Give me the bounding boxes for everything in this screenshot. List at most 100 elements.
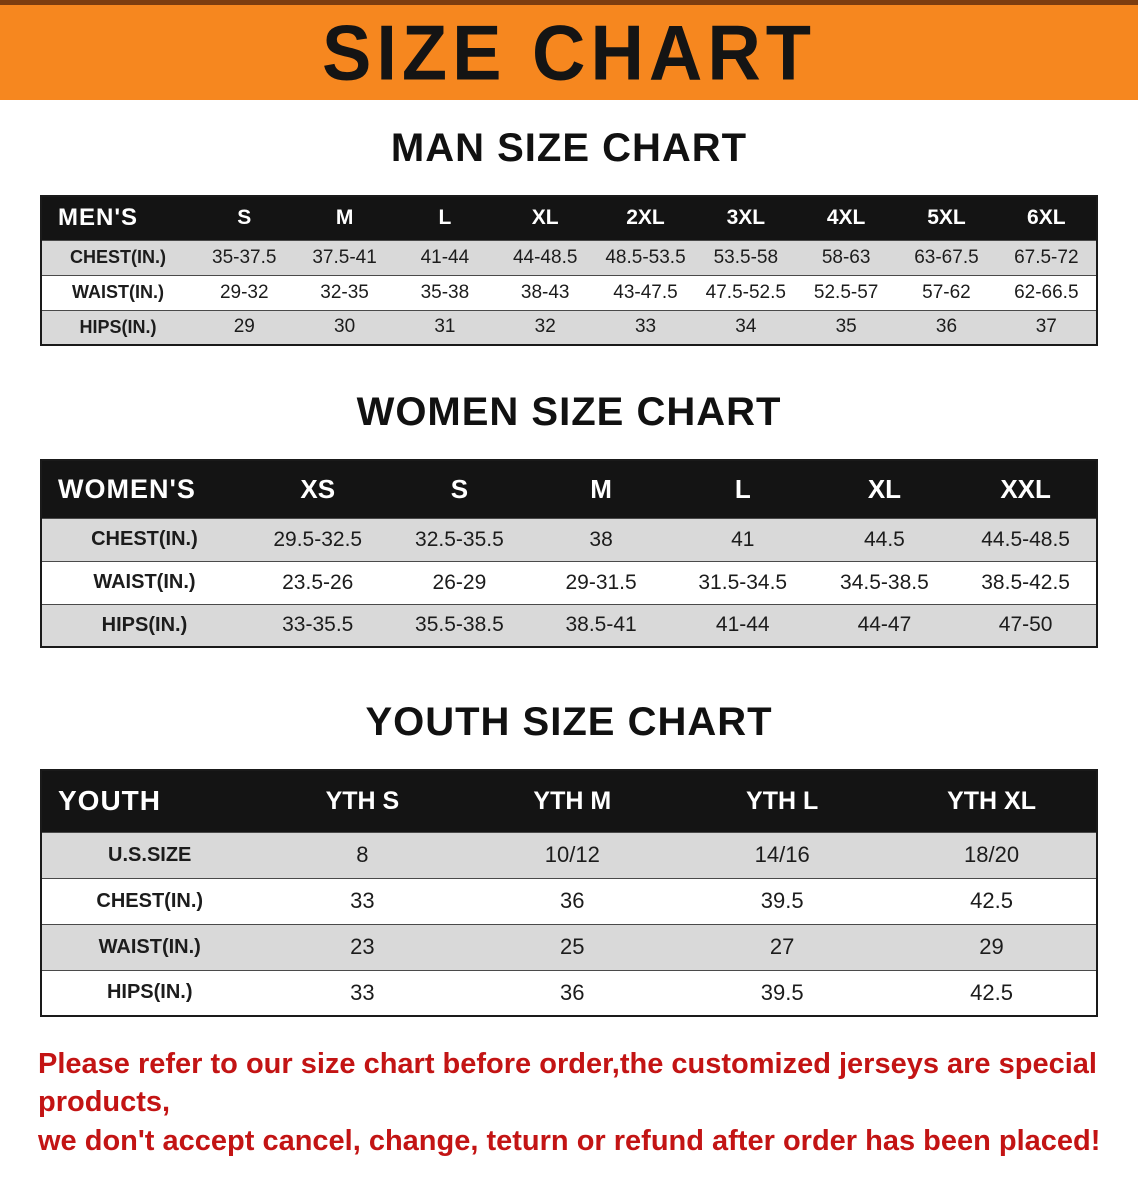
measurement-row: CHEST(IN.) 29.5-32.5 32.5-35.5 38 41 44.5 44.5… bbox=[41, 518, 1097, 561]
measurement-row: WAIST(IN.) 23 25 27 29 bbox=[41, 924, 1097, 970]
size-column-header: XL bbox=[867, 473, 902, 504]
size-column-header: 6XL bbox=[1027, 206, 1066, 230]
measurement-value: 29 bbox=[233, 316, 255, 338]
size-column-header: 4XL bbox=[826, 206, 866, 230]
measurement-value: 41-44 bbox=[420, 246, 470, 268]
measurement-value: 31 bbox=[434, 316, 456, 338]
measurement-value: 36 bbox=[560, 979, 585, 1005]
measurement-value: 52.5-57 bbox=[813, 281, 879, 303]
measurement-value: 44.5-48.5 bbox=[981, 527, 1070, 551]
measurement-value: 33-35.5 bbox=[282, 613, 354, 637]
measurement-value: 38-43 bbox=[520, 281, 570, 303]
men-size-section: MAN SIZE CHART MEN'S S M L XL 2XL 3XL 4XL 5XL 6XL… bbox=[0, 126, 1138, 346]
measurement-label: WAIST(IN.) bbox=[93, 571, 196, 593]
measurement-value: 44.5 bbox=[863, 527, 905, 551]
measurement-value: 44-48.5 bbox=[512, 246, 578, 268]
men-size-table: MEN'S S M L XL 2XL 3XL 4XL 5XL 6XL CHEST(IN.) 35-37… bbox=[40, 195, 1098, 346]
policy-note-line-2: we don't accept cancel, change, teturn o… bbox=[38, 1124, 1101, 1157]
measurement-value: 36 bbox=[560, 888, 585, 913]
measurement-value: 44-47 bbox=[857, 613, 912, 637]
banner: SIZE CHART bbox=[0, 0, 1138, 100]
measurement-value: 53.5-58 bbox=[713, 246, 779, 268]
measurement-value: 27 bbox=[769, 934, 795, 959]
size-column-header: L bbox=[438, 206, 452, 230]
measurement-value: 48.5-53.5 bbox=[605, 246, 686, 268]
measurement-value: 23.5-26 bbox=[282, 570, 354, 594]
table-header-row: WOMEN'S XS S M L XL XXL bbox=[41, 460, 1097, 518]
measurement-value: 35-38 bbox=[420, 281, 470, 303]
size-column-header: XL bbox=[531, 206, 559, 230]
measurement-value: 67.5-72 bbox=[1014, 246, 1079, 268]
size-column-header: S bbox=[237, 206, 252, 230]
measurement-label: WAIST(IN.) bbox=[72, 282, 165, 302]
table-header-row: MEN'S S M L XL 2XL 3XL 4XL 5XL 6XL bbox=[41, 196, 1097, 240]
measurement-row: HIPS(IN.) 29 30 31 32 33 34 35 36 37 bbox=[41, 310, 1097, 345]
measurement-row: HIPS(IN.) 33 36 39.5 42.5 bbox=[41, 970, 1097, 1016]
measurement-label: HIPS(IN.) bbox=[79, 316, 157, 337]
measurement-value: 36 bbox=[935, 316, 958, 338]
measurement-value: 32.5-35.5 bbox=[415, 527, 504, 551]
size-column-header: 3XL bbox=[726, 206, 766, 230]
measurement-value: 18/20 bbox=[964, 842, 1020, 867]
measurement-label: HIPS(IN.) bbox=[101, 613, 188, 636]
women-size-table: WOMEN'S XS S M L XL XXL CHEST(IN.) 29.5-32.5 32.5… bbox=[40, 459, 1098, 648]
table-category-label: WOMEN'S bbox=[58, 473, 196, 504]
order-policy-note: Please refer to our size chart before or… bbox=[0, 1045, 1138, 1184]
measurement-value: 58-63 bbox=[821, 246, 871, 268]
measurement-value: 62-66.5 bbox=[1014, 281, 1079, 303]
measurement-value: 47.5-52.5 bbox=[705, 281, 786, 303]
men-chart-heading: MAN SIZE CHART bbox=[390, 126, 748, 170]
measurement-value: 29-31.5 bbox=[565, 570, 637, 594]
measurement-value: 47-50 bbox=[998, 613, 1053, 637]
table-category-label: YOUTH bbox=[58, 785, 161, 817]
measurement-value: 35.5-38.5 bbox=[415, 613, 504, 637]
measurement-value: 37.5-41 bbox=[312, 246, 377, 268]
measurement-value: 38.5-41 bbox=[565, 613, 637, 637]
measurement-value: 42.5 bbox=[970, 979, 1013, 1005]
youth-chart-heading: YOUTH SIZE CHART bbox=[365, 700, 773, 744]
measurement-label: CHEST(IN.) bbox=[91, 528, 198, 550]
measurement-value: 39.5 bbox=[760, 979, 804, 1005]
measurement-value: 41-44 bbox=[715, 613, 770, 637]
measurement-value: 35-37.5 bbox=[212, 246, 277, 268]
measurement-value: 42.5 bbox=[970, 888, 1013, 913]
measurement-value: 37 bbox=[1035, 316, 1057, 338]
measurement-value: 39.5 bbox=[760, 888, 804, 913]
measurement-value: 34 bbox=[735, 316, 757, 338]
measurement-value: 41 bbox=[731, 527, 755, 551]
measurement-value: 29.5-32.5 bbox=[273, 527, 363, 551]
size-column-header: XXL bbox=[1000, 473, 1051, 504]
measurement-value: 33 bbox=[350, 888, 375, 913]
measurement-value: 23 bbox=[350, 934, 375, 959]
measurement-row: CHEST(IN.) 35-37.5 37.5-41 41-44 44-48.5 48.5… bbox=[41, 240, 1097, 275]
measurement-value: 30 bbox=[334, 316, 356, 338]
table-header-row: YOUTH YTH S YTH M YTH L YTH XL bbox=[41, 770, 1097, 832]
measurement-value: 14/16 bbox=[754, 842, 810, 867]
size-column-header: YTH S bbox=[325, 786, 400, 815]
size-column-header: XS bbox=[300, 473, 336, 504]
measurement-row: WAIST(IN.) 29-32 32-35 35-38 38-43 43-47.5 47.… bbox=[41, 275, 1097, 310]
measurement-value: 33 bbox=[350, 979, 375, 1005]
measurement-row: U.S.SIZE 8 10/12 14/16 18/20 bbox=[41, 832, 1097, 878]
size-column-header: M bbox=[590, 473, 612, 504]
page-title: SIZE CHART bbox=[322, 8, 816, 96]
measurement-value: 29 bbox=[979, 934, 1004, 959]
measurement-label: CHEST(IN.) bbox=[70, 247, 167, 267]
measurement-value: 32-35 bbox=[320, 281, 369, 303]
size-column-header: M bbox=[335, 206, 354, 230]
table-category-label: MEN'S bbox=[58, 204, 139, 232]
measurement-value: 63-67.5 bbox=[914, 246, 979, 268]
measurement-label: HIPS(IN.) bbox=[106, 981, 193, 1004]
women-size-section: WOMEN SIZE CHART WOMEN'S XS S M L XL XXL CHEST(… bbox=[0, 390, 1138, 648]
measurement-label: WAIST(IN.) bbox=[98, 935, 201, 958]
youth-size-table: YOUTH YTH S YTH M YTH L YTH XL U.S.SIZE 8 10/12… bbox=[40, 769, 1098, 1017]
size-column-header: YTH L bbox=[746, 786, 819, 815]
measurement-label: CHEST(IN.) bbox=[96, 889, 204, 912]
measurement-value: 35 bbox=[835, 316, 857, 338]
size-column-header: YTH M bbox=[533, 786, 612, 815]
measurement-value: 57-62 bbox=[922, 281, 971, 303]
size-column-header: S bbox=[450, 473, 469, 504]
size-column-header: YTH XL bbox=[947, 786, 1036, 815]
measurement-label: U.S.SIZE bbox=[108, 843, 192, 866]
